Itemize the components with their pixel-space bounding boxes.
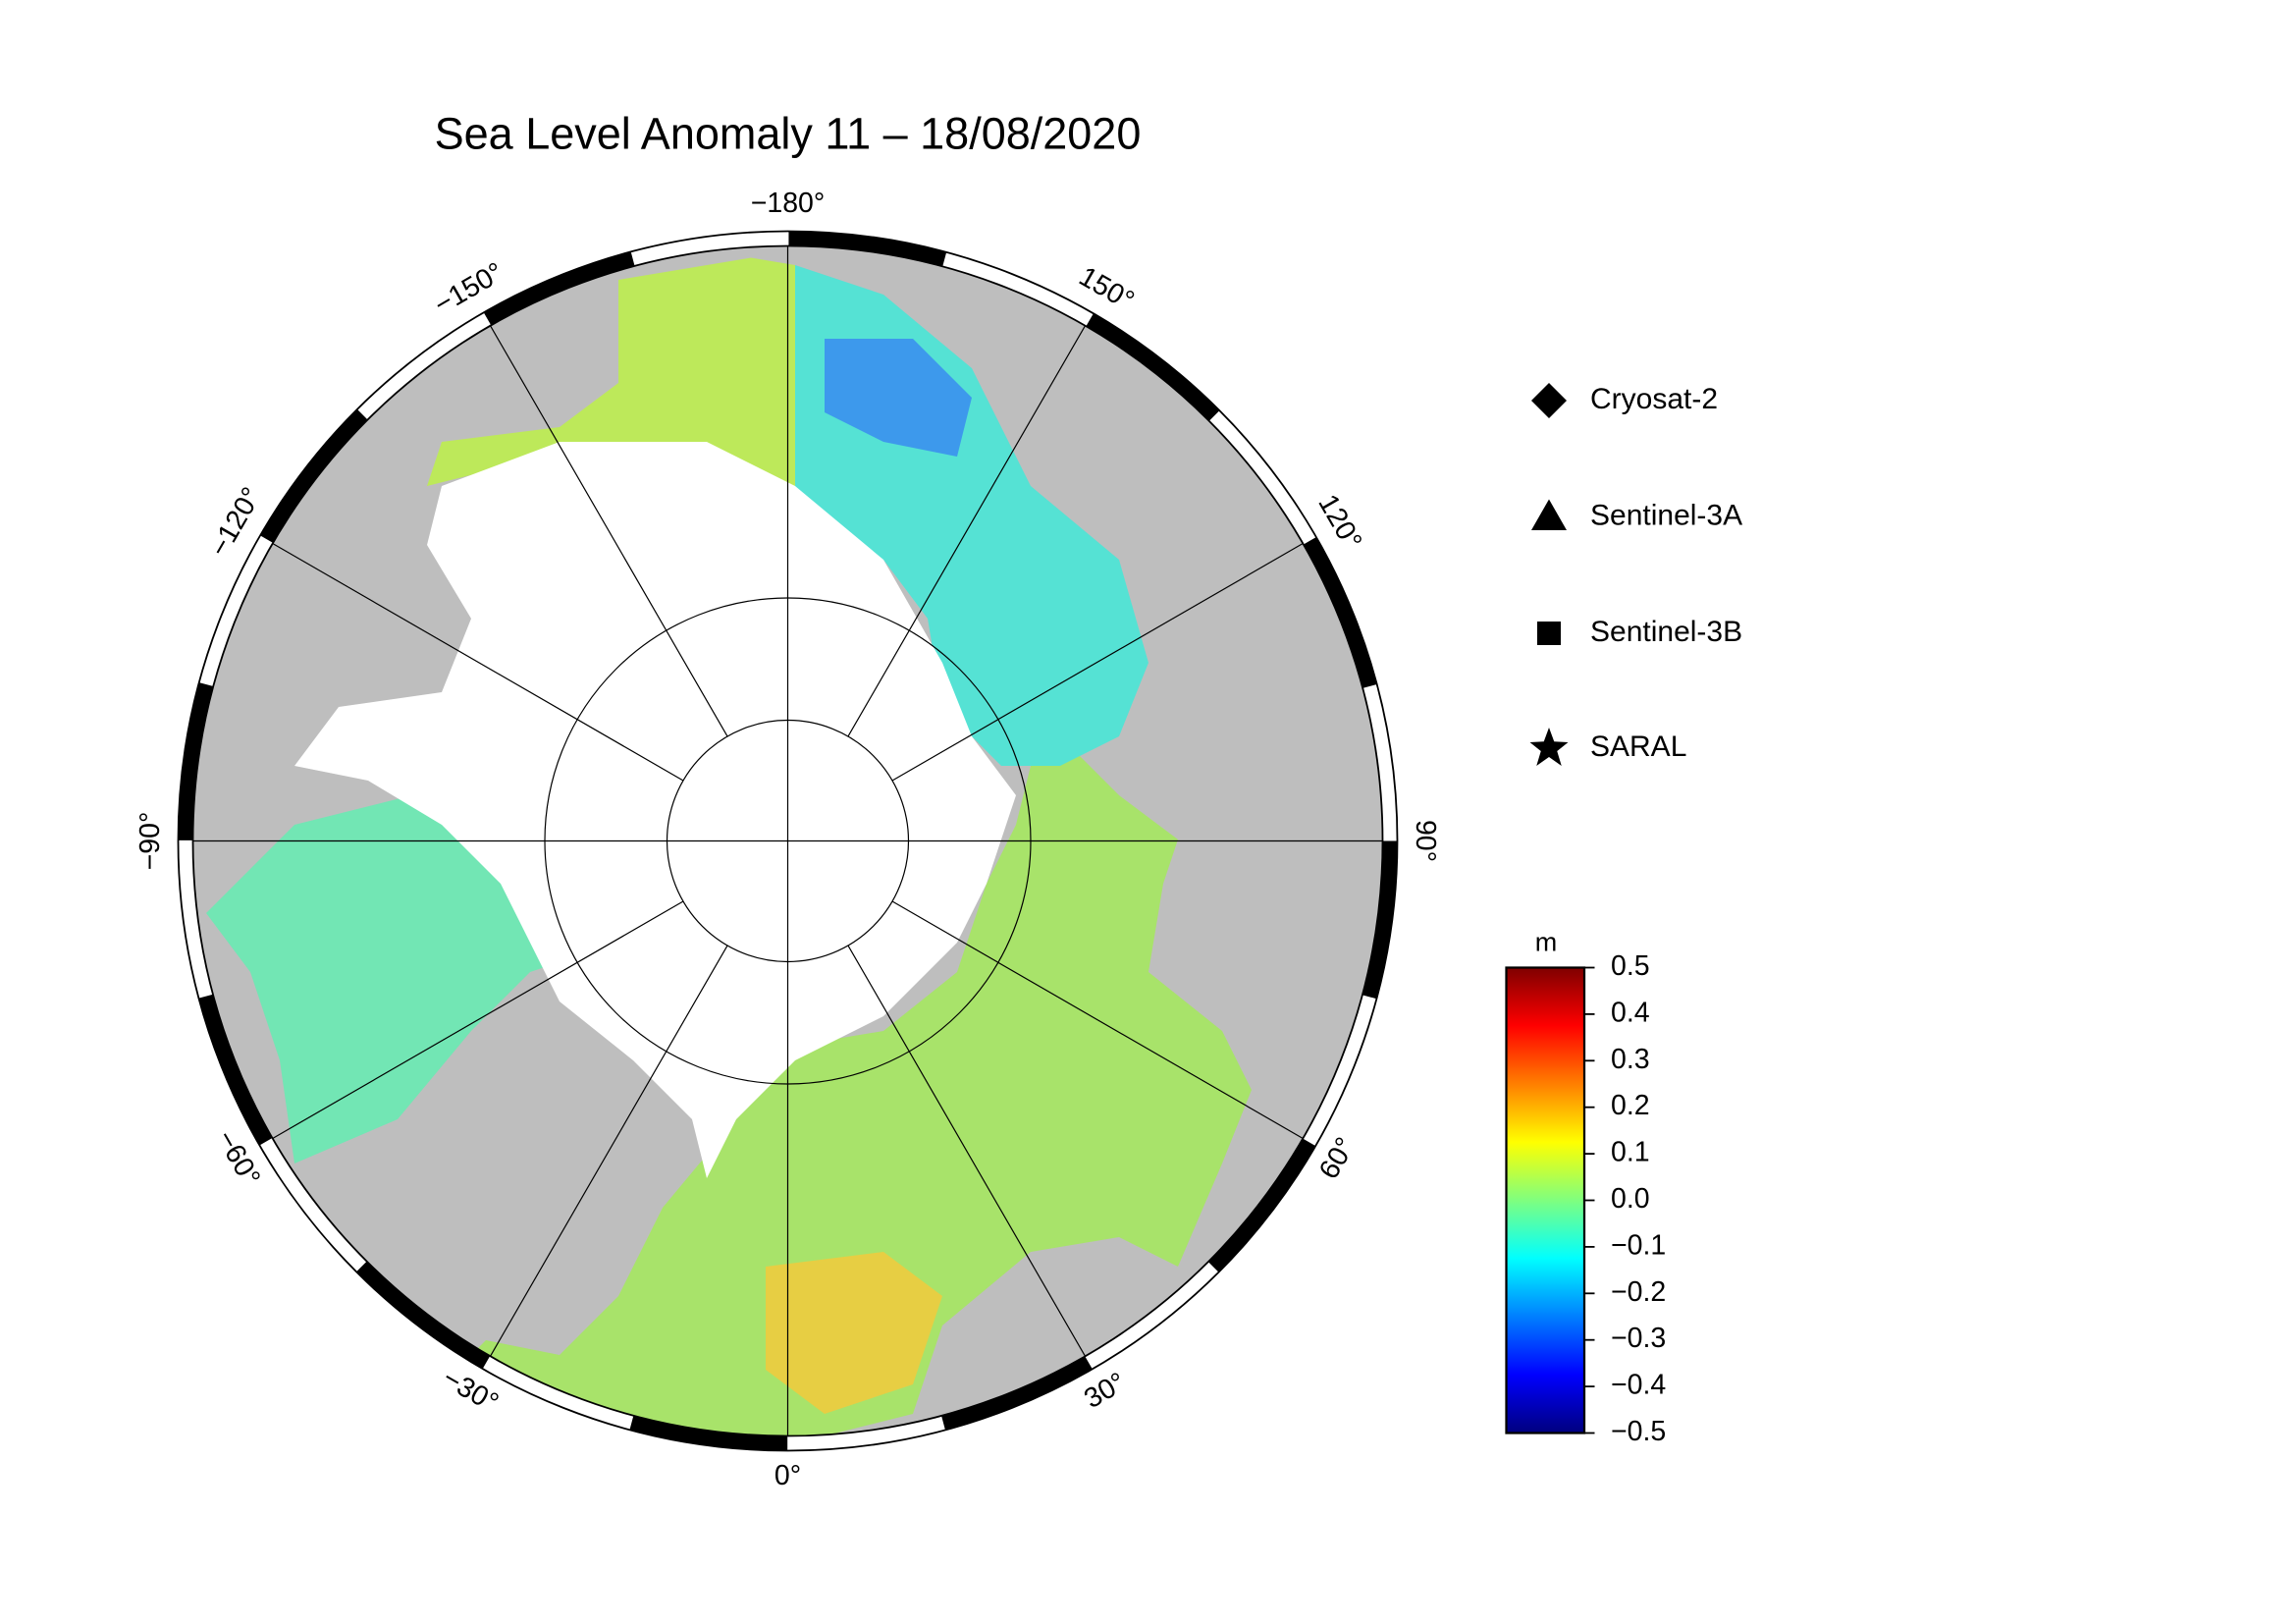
legend-marker-diamond xyxy=(1531,383,1568,418)
graticule xyxy=(192,245,1383,1436)
legend-label: SARAL xyxy=(1590,730,1686,763)
meridian xyxy=(891,542,1304,782)
meridian xyxy=(272,542,684,782)
meridian xyxy=(847,325,1087,737)
colorbar-tick-label: −0.3 xyxy=(1611,1323,1666,1354)
longitude-label: −180° xyxy=(751,188,826,219)
longitude-label: −90° xyxy=(134,812,166,871)
longitude-label: 60° xyxy=(1313,1132,1362,1184)
legend-label: Sentinel-3A xyxy=(1590,499,1742,531)
ocean-warm-patch xyxy=(766,1252,943,1414)
meridian xyxy=(847,945,1087,1357)
legend-label: Cryosat-2 xyxy=(1590,383,1718,415)
meridian xyxy=(891,900,1304,1140)
frame-ticks xyxy=(178,231,1398,1451)
longitude-label: 90° xyxy=(1410,820,1441,862)
map-frame xyxy=(177,230,1399,1452)
colorbar-tick-label: 0.1 xyxy=(1611,1137,1650,1168)
map-title: Sea Level Anomaly 11 – 18/08/2020 xyxy=(435,108,1142,158)
ocean-beaufort xyxy=(427,257,796,501)
meridian xyxy=(272,900,684,1140)
legend-marker-triangle xyxy=(1531,499,1568,530)
colorbar-tick-label: 0.0 xyxy=(1611,1183,1650,1215)
colorbar-tick-label: 0.5 xyxy=(1611,950,1650,982)
sea-ice xyxy=(294,442,1017,1178)
meridian xyxy=(489,945,728,1357)
colorbar-tick-label: −0.2 xyxy=(1611,1276,1666,1308)
colorbar-tick-label: −0.4 xyxy=(1611,1370,1666,1401)
frame-inner xyxy=(191,244,1384,1437)
colorbar-tick-label: 0.4 xyxy=(1611,997,1650,1028)
legend: Cryosat-2 Sentinel-3A Sentinel-3B SARAL xyxy=(1529,383,1742,766)
legend-marker-square xyxy=(1537,622,1562,645)
longitude-label: −120° xyxy=(203,482,268,562)
ocean-atlantic xyxy=(471,736,1253,1436)
longitude-label: 0° xyxy=(774,1460,801,1491)
legend-marker-star xyxy=(1529,728,1569,766)
colorbar-unit: m xyxy=(1535,928,1558,957)
longitude-label: −30° xyxy=(437,1363,504,1420)
ocean-cold-patch xyxy=(825,339,973,457)
colorbar-tick-label: 0.2 xyxy=(1611,1090,1650,1121)
colorbar-tick-label: 0.3 xyxy=(1611,1044,1650,1075)
longitude-label: 30° xyxy=(1079,1367,1131,1415)
colorbar-tick-label: −0.1 xyxy=(1611,1229,1666,1261)
colorbar xyxy=(1505,966,1586,1434)
colorbar-tick-label: −0.5 xyxy=(1611,1416,1666,1447)
frame-outer xyxy=(177,230,1399,1452)
meridian xyxy=(489,325,728,737)
legend-label: Sentinel-3B xyxy=(1590,616,1742,648)
